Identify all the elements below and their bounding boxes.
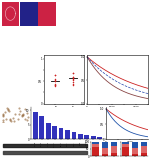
Point [72,72,74,74]
Bar [84,135,89,139]
Bar [141,142,147,146]
Bar [102,154,108,156]
Bar [33,112,38,139]
Bar [102,148,108,154]
Bar [52,126,57,139]
Point [72,76,74,78]
Point [72,84,74,86]
Bar [97,137,102,139]
Bar [65,130,70,139]
Bar [78,134,83,139]
Bar [72,132,76,139]
Bar [132,142,138,148]
Bar [92,147,99,156]
Point [54,79,57,81]
Bar [91,136,96,139]
Bar [122,147,129,156]
Bar [111,146,117,153]
Point [72,76,74,79]
Point [54,79,57,82]
Point [72,76,74,78]
Point [54,79,57,82]
Point [72,78,74,81]
Point [54,83,57,85]
Point [72,82,74,85]
Point [54,78,57,81]
Bar [92,144,99,147]
Point [54,74,57,77]
Bar [122,144,129,147]
Bar [132,148,138,154]
Bar [39,115,44,139]
Bar [111,153,117,156]
Bar [122,142,129,144]
Bar [46,122,51,139]
Point [72,81,74,83]
Bar [141,146,147,153]
Bar [132,154,138,156]
Point [54,83,57,86]
Bar [92,142,99,144]
Bar [111,142,117,146]
Point [72,72,74,75]
Point [54,83,57,86]
Point [72,79,74,81]
Point [54,85,57,87]
Point [54,74,57,76]
Bar [59,128,63,139]
Bar [141,153,147,156]
Bar [102,142,108,148]
